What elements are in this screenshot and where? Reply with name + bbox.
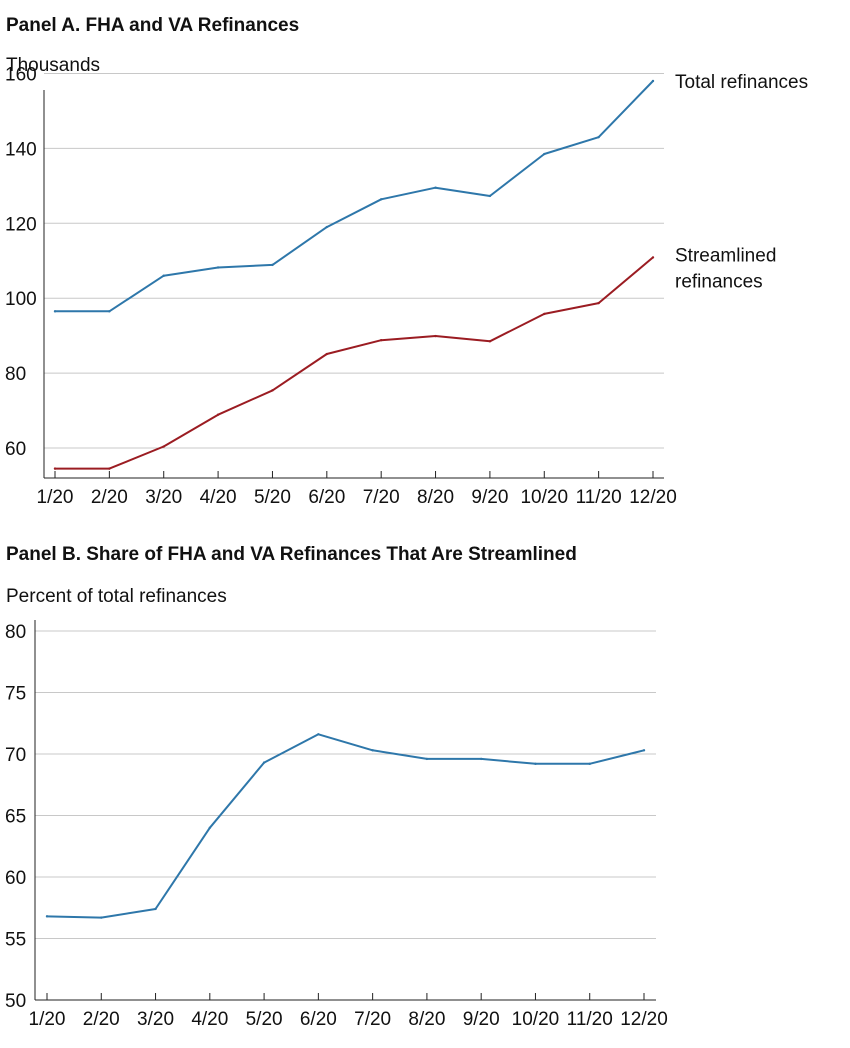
panel-a-x-tick-label: 2/20	[91, 487, 128, 508]
panel-a-data-point	[543, 312, 546, 316]
panel-a-data-point	[379, 198, 383, 201]
panel-a-x-tick-label: 5/20	[254, 487, 291, 508]
panel-b-x-tick-label: 9/20	[463, 1009, 500, 1030]
panel-b-data-point	[642, 749, 646, 752]
panel-b-x-tick-label: 6/20	[300, 1009, 337, 1030]
panel-b-data-point	[588, 762, 591, 766]
panel-b-x-tick-label: 12/20	[620, 1009, 668, 1030]
panel-a-data-point	[162, 445, 165, 448]
panel-a-y-tick-label: 120	[5, 214, 37, 235]
panel-b-data-point	[317, 733, 320, 736]
panel-a-x-tick-label: 7/20	[363, 487, 400, 508]
panel-a-data-point	[216, 266, 220, 269]
panel-b-data-point	[534, 762, 537, 766]
panel-a-x-tick-label: 8/20	[417, 487, 454, 508]
panel-b-y-tick-label: 50	[5, 991, 26, 1012]
panel-a-data-point	[651, 79, 655, 83]
panel-a-data-point	[651, 256, 655, 259]
panel-a-data-point	[108, 310, 111, 313]
panel-a-data-point	[543, 152, 546, 156]
panel-a-series-label: Total refinances	[675, 72, 808, 93]
panel-b-data-point	[479, 757, 483, 761]
panel-a-data-point	[53, 467, 57, 470]
panel-a-y-tick-label: 100	[5, 289, 37, 310]
panel-b-data-point	[371, 749, 374, 752]
panel-a-series-label: refinances	[675, 271, 763, 292]
panel-a-data-point	[271, 389, 274, 392]
panel-b-x-tick-label: 5/20	[246, 1009, 283, 1030]
panel-a-data-point	[325, 225, 329, 229]
panel-a-data-point	[379, 338, 383, 342]
panel-b-y-tick-label: 60	[5, 868, 26, 889]
panel-b-y-tick-label: 65	[5, 807, 26, 828]
panel-a-x-tick-label: 6/20	[308, 487, 345, 508]
panel-b-x-tick-label: 4/20	[191, 1009, 228, 1030]
panel-a-x-tick-label: 4/20	[200, 487, 237, 508]
panel-b-data-point	[154, 907, 157, 911]
panel-b-title: Panel B. Share of FHA and VA Refinances …	[6, 544, 577, 565]
panel-a-data-point	[216, 413, 220, 416]
panel-a-x-tick-label: 1/20	[37, 487, 74, 508]
panel-a-series-line-1	[54, 256, 654, 470]
panel-b-data-point	[208, 826, 212, 829]
panel-a-data-point	[488, 194, 492, 198]
panel-a-data-point	[488, 340, 492, 343]
panel-a-series-label: Streamlined	[675, 245, 776, 266]
panel-b-x-tick-label: 11/20	[567, 1009, 613, 1030]
panel-a-data-point	[597, 135, 600, 139]
panel-b-x-tick-label: 1/20	[29, 1009, 66, 1030]
panel-b-data-point	[425, 757, 429, 761]
panel-b-y-tick-label: 75	[5, 684, 26, 705]
panel-a-y-tick-label: 160	[5, 64, 37, 85]
panel-b-x-tick-label: 3/20	[137, 1009, 174, 1030]
panel-a-x-tick-label: 9/20	[471, 487, 508, 508]
panel-a-data-point	[53, 310, 57, 313]
panel-a-data-point	[434, 334, 437, 338]
panel-b-series-line-0	[46, 733, 645, 919]
panel-a-data-point	[162, 274, 165, 277]
panel-a-data-point	[271, 263, 274, 267]
panel-a-x-tick-label: 3/20	[145, 487, 182, 508]
panel-a-series-line-0	[54, 80, 654, 313]
panel-a-chart: 60 80 100 120 140 160 1/20 2/20 3/20 4/20 5/20 6/20…	[5, 64, 808, 508]
panel-b-y-tick-label: 70	[5, 745, 26, 766]
panel-b-data-point	[45, 915, 49, 918]
panel-a-x-tick-label: 11/20	[576, 487, 622, 508]
panel-a-title: Panel A. FHA and VA Refinances	[6, 15, 300, 36]
panel-b-x-tick-label: 2/20	[83, 1009, 120, 1030]
panel-a-data-point	[108, 467, 111, 470]
panel-a-unit-label: Thousands	[6, 55, 101, 76]
panel-b-x-tick-label: 10/20	[512, 1009, 560, 1030]
panel-a-data-point	[434, 186, 437, 189]
panel-b-y-tick-label: 55	[5, 930, 26, 951]
panel-a-x-tick-label: 10/20	[520, 487, 568, 508]
panel-a-y-tick-label: 140	[5, 139, 37, 160]
panel-b-y-tick-label: 80	[5, 622, 26, 643]
panel-b-data-point	[100, 916, 103, 919]
panel-a-data-point	[597, 301, 600, 305]
panel-a-data-point	[325, 352, 329, 356]
panel-a-y-tick-label: 80	[5, 364, 26, 385]
panel-a-x-tick-label: 12/20	[629, 487, 677, 508]
panel-b-unit-label: Percent of total refinances	[6, 586, 227, 607]
panel-b-data-point	[262, 761, 266, 764]
panel-b-x-tick-label: 8/20	[408, 1009, 445, 1030]
panel-a-y-tick-label: 60	[5, 439, 26, 460]
panel-b-x-tick-label: 7/20	[354, 1009, 391, 1030]
